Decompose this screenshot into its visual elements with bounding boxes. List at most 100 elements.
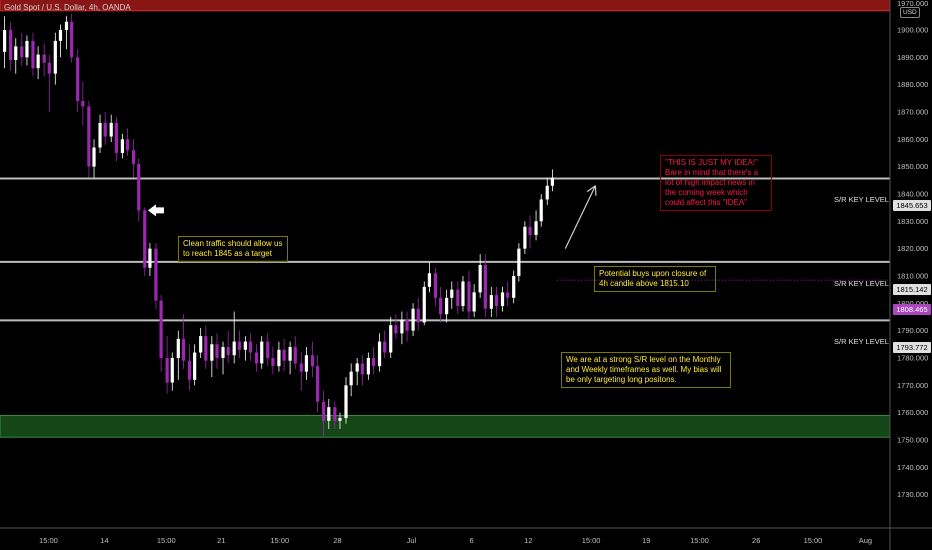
y-tick-label: 1740.000 — [897, 463, 928, 472]
candle-7 — [42, 43, 46, 77]
candle-24 — [137, 158, 141, 222]
candle-body — [159, 300, 163, 358]
candle-body — [282, 349, 286, 361]
candle-body — [114, 122, 118, 153]
candle-body — [20, 46, 24, 58]
y-tick-label: 1790.000 — [897, 326, 928, 335]
candle-body — [143, 210, 147, 268]
candle-57 — [322, 390, 326, 438]
candle-body — [58, 29, 63, 41]
candle-body — [517, 248, 521, 276]
candle-11 — [64, 16, 69, 50]
candle-body — [389, 325, 393, 353]
candle-body — [254, 352, 259, 364]
annotation-clean-traffic[interactable]: Clean traffic should allow us to reach 1… — [178, 236, 288, 262]
candle-0 — [2, 16, 7, 69]
y-tick-label: 1900.000 — [897, 25, 928, 34]
level-price-tag-1845: 1845.653 — [893, 200, 931, 211]
candle-body — [42, 54, 46, 63]
candle-body — [489, 295, 493, 309]
chart-title: Gold Spot / U.S. Dollar, 4h, OANDA — [4, 3, 131, 12]
y-tick-label: 1870.000 — [897, 107, 928, 116]
candle-64 — [360, 355, 364, 386]
candle-6 — [36, 46, 40, 80]
candle-3 — [20, 32, 24, 66]
candle-body — [131, 150, 136, 164]
x-tick-label: 28 — [333, 536, 341, 545]
candle-80 — [450, 281, 454, 309]
candle-59 — [333, 401, 337, 430]
candle-69 — [389, 316, 393, 358]
candle-87 — [489, 286, 493, 317]
x-tick-label: 15:00 — [582, 536, 601, 545]
annotation-strong-sr[interactable]: We are at a strong S/R level on the Mont… — [561, 352, 731, 388]
candle-body — [528, 226, 532, 235]
x-tick-label: 15:00 — [804, 536, 823, 545]
candle-body — [14, 46, 18, 61]
y-tick-label: 1750.000 — [897, 435, 928, 444]
candle-body — [467, 281, 471, 312]
candle-body — [461, 281, 465, 307]
candle-8 — [47, 54, 51, 112]
key-level-label-3: S/R KEY LEVEL — [834, 337, 889, 346]
level-price-tag-1793: 1793.772 — [893, 342, 931, 353]
candle-75 — [422, 281, 426, 326]
candle-body — [2, 29, 7, 52]
y-tick-label: 1840.000 — [897, 189, 928, 198]
candle-43 — [243, 336, 247, 361]
y-tick-label: 1860.000 — [897, 135, 928, 144]
candle-body — [394, 325, 398, 334]
candle-body — [109, 122, 113, 137]
candle-body — [478, 265, 482, 293]
candle-body — [243, 341, 247, 350]
candle-body — [299, 363, 303, 372]
candle-body — [31, 40, 35, 69]
candle-body — [310, 355, 315, 367]
candle-body — [534, 221, 538, 235]
candle-21 — [120, 133, 124, 159]
candle-18 — [103, 111, 107, 145]
annotation-disclaimer[interactable]: "THIS IS JUST MY IDEA!" Bare in mind tha… — [660, 155, 772, 211]
candle-53 — [299, 352, 303, 391]
x-tick-label: 12 — [524, 536, 532, 545]
candle-body — [36, 54, 40, 69]
candle-41 — [232, 311, 236, 364]
candle-body — [47, 62, 51, 74]
y-tick-label: 1730.000 — [897, 490, 928, 499]
x-tick-label: Jul — [407, 536, 417, 545]
candle-73 — [411, 303, 415, 337]
candle-body — [199, 336, 203, 353]
candle-9 — [53, 32, 57, 85]
candle-body — [137, 163, 141, 211]
candle-42 — [237, 330, 241, 358]
candle-body — [187, 360, 192, 380]
candle-body — [165, 357, 169, 383]
candle-84 — [472, 284, 476, 317]
level-price-tag-1815: 1815.142 — [893, 284, 931, 295]
candle-body — [360, 363, 364, 375]
candle-body — [400, 319, 404, 334]
candle-body — [483, 265, 487, 309]
candle-body — [64, 21, 69, 30]
candle-72 — [405, 311, 409, 342]
candle-body — [181, 338, 186, 361]
candle-91 — [512, 270, 516, 304]
candle-body — [539, 199, 543, 222]
x-tick-label: 6 — [469, 536, 473, 545]
candle-body — [405, 319, 409, 331]
x-tick-label: 14 — [100, 536, 108, 545]
candle-61 — [344, 377, 348, 424]
currency-badge[interactable]: USD — [900, 7, 920, 18]
annotation-potential-buys[interactable]: Potential buys upon closure of 4h candle… — [594, 266, 716, 292]
candle-67 — [377, 333, 382, 372]
candle-12 — [70, 13, 74, 63]
candle-86 — [483, 254, 487, 317]
candle-body — [304, 355, 309, 372]
resistance-zone — [0, 0, 891, 12]
candle-body — [148, 248, 152, 268]
candle-body — [355, 363, 359, 372]
candle-body — [277, 349, 281, 367]
x-tick-label: 21 — [217, 536, 225, 545]
candle-85 — [478, 254, 482, 298]
